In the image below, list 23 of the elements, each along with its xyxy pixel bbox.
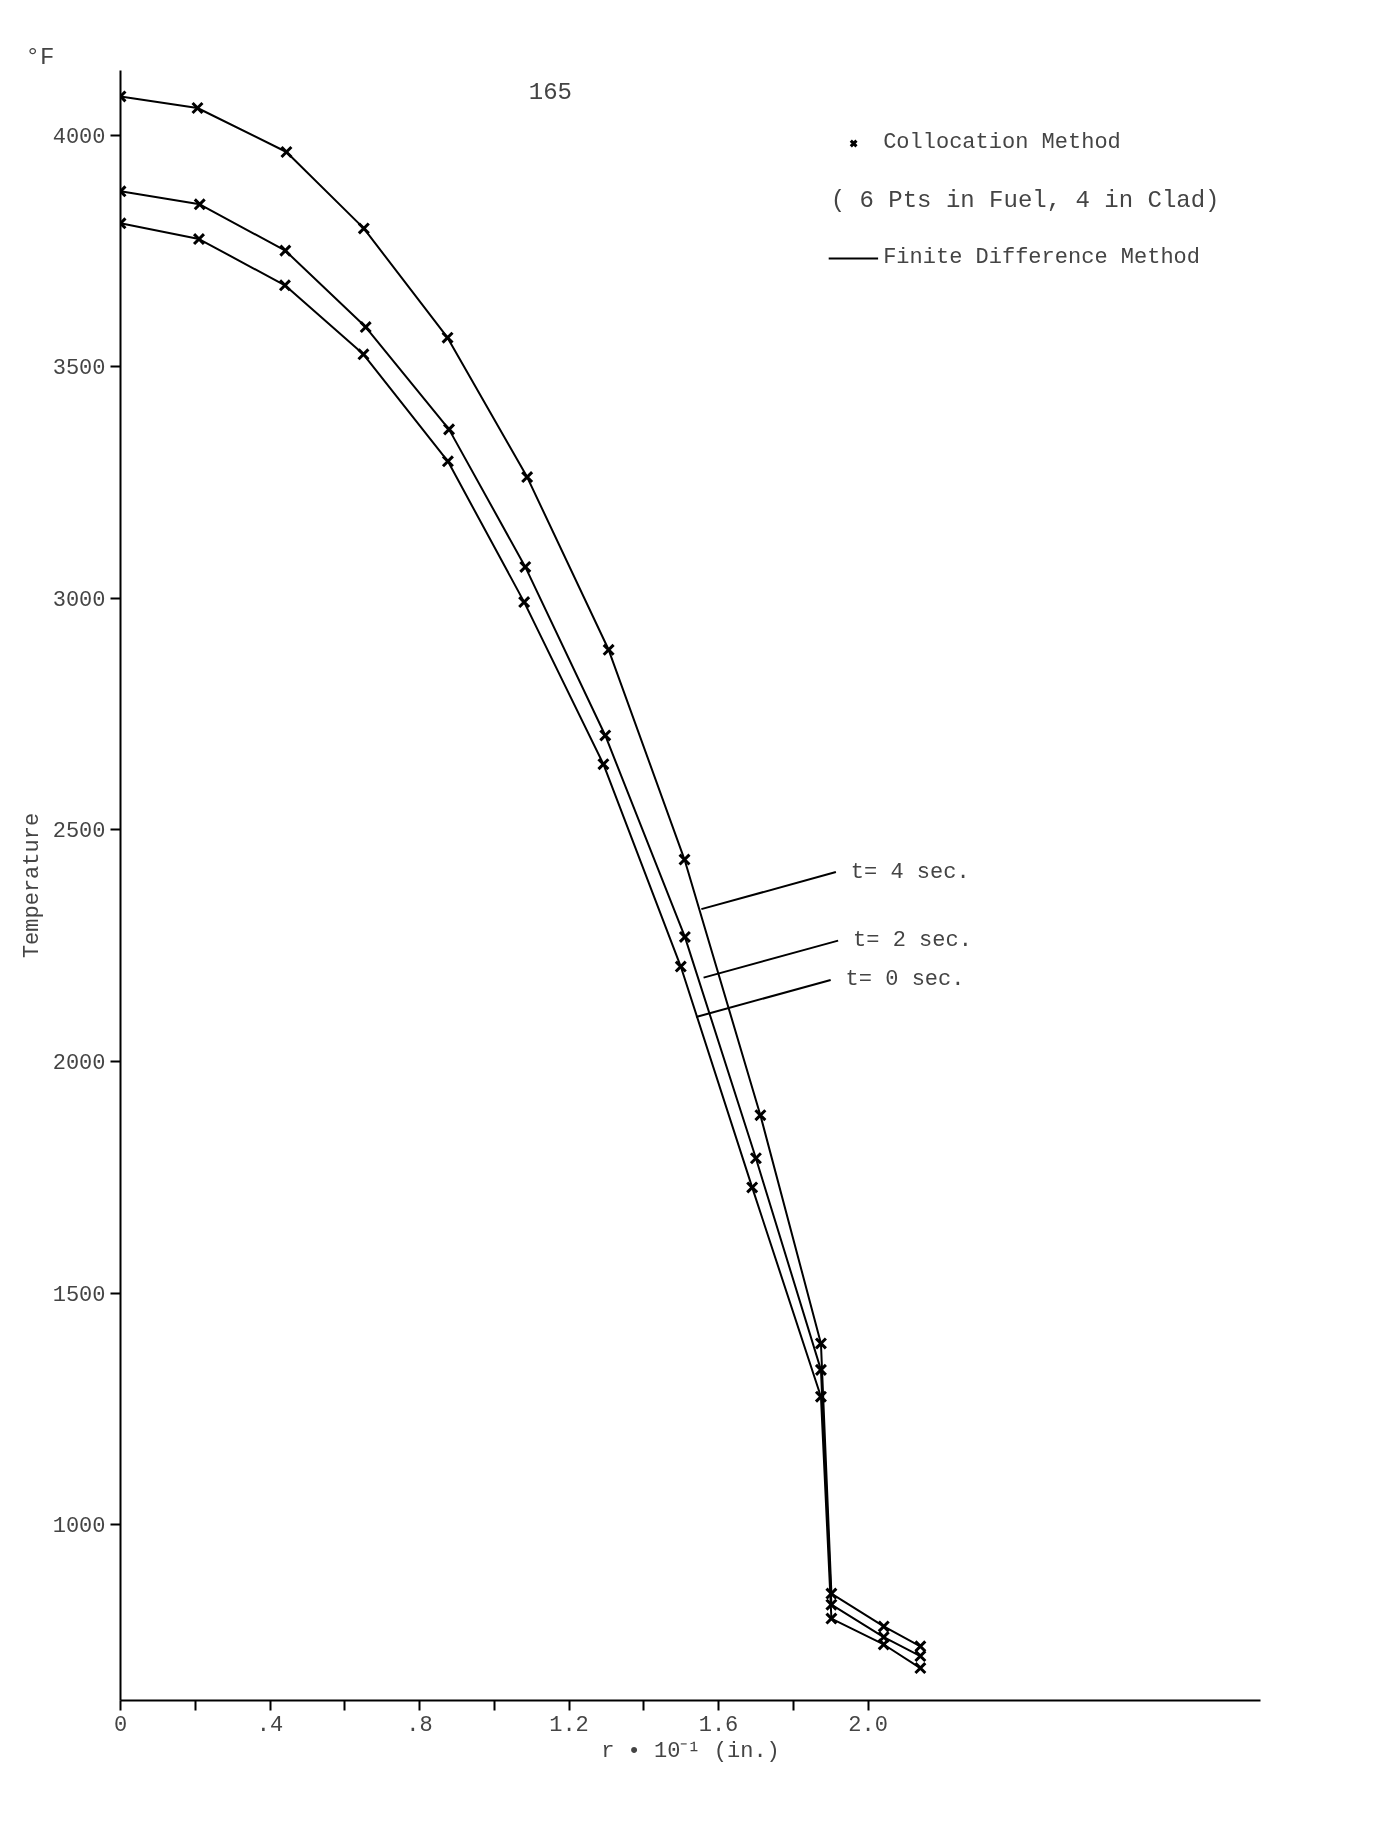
x-tick-label: 1.2 <box>549 1712 589 1738</box>
x-tick-label: 1.6 <box>698 1712 739 1738</box>
x-axis-title: r • 10⁻¹ (in.) <box>601 1738 780 1764</box>
annotation: t= 0 sec. <box>845 967 965 993</box>
legend-label: Finite Difference Method <box>883 245 1200 270</box>
y-tick-label: 3000 <box>52 587 106 613</box>
y-tick-label: 1000 <box>52 1514 106 1540</box>
y-tick-label: 4000 <box>52 124 106 150</box>
x-tick-label: .4 <box>256 1712 284 1738</box>
legend-label: Collocation Method <box>883 130 1121 155</box>
annotation: ( 6 Pts in Fuel, 4 in Clad) <box>830 186 1220 214</box>
annotation: t= 4 sec. <box>850 859 970 885</box>
y-axis-title: Temperature <box>19 812 45 959</box>
annotation: 165 <box>528 78 572 106</box>
x-tick-label: .8 <box>406 1712 433 1738</box>
annotation: t= 2 sec. <box>853 928 972 954</box>
y-tick-label: 1500 <box>52 1282 106 1308</box>
y-tick-label: 2500 <box>52 819 106 845</box>
text: °F <box>25 43 55 71</box>
y-tick-label: 3500 <box>52 356 106 382</box>
x-tick-label: 2.0 <box>848 1712 888 1738</box>
y-tick-label: 2000 <box>52 1050 106 1076</box>
x-tick-label: 0 <box>113 1712 128 1738</box>
